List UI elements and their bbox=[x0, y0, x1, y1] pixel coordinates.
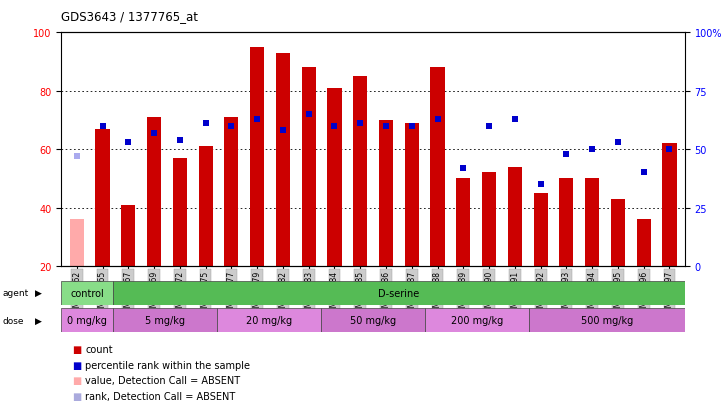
Bar bbox=[404, 123, 419, 266]
Text: 50 mg/kg: 50 mg/kg bbox=[350, 316, 396, 325]
Text: count: count bbox=[85, 344, 112, 354]
Bar bbox=[70, 220, 84, 266]
Bar bbox=[173, 159, 187, 266]
Bar bbox=[327, 88, 342, 266]
Bar bbox=[217, 309, 321, 332]
Text: ▶: ▶ bbox=[35, 316, 42, 325]
Bar bbox=[276, 53, 290, 266]
Bar bbox=[250, 47, 264, 266]
Text: ■: ■ bbox=[72, 391, 81, 401]
Bar bbox=[61, 281, 113, 305]
Bar bbox=[121, 205, 136, 266]
Text: ■: ■ bbox=[72, 344, 81, 354]
Text: 20 mg/kg: 20 mg/kg bbox=[246, 316, 292, 325]
Text: 200 mg/kg: 200 mg/kg bbox=[451, 316, 503, 325]
Bar bbox=[611, 199, 625, 266]
Bar bbox=[456, 179, 470, 266]
Text: control: control bbox=[71, 288, 104, 298]
Bar bbox=[585, 179, 599, 266]
Bar bbox=[95, 129, 110, 266]
Bar bbox=[379, 121, 393, 266]
Bar bbox=[301, 68, 316, 266]
Bar bbox=[198, 147, 213, 266]
Text: 5 mg/kg: 5 mg/kg bbox=[145, 316, 185, 325]
Text: agent: agent bbox=[2, 288, 28, 297]
Bar bbox=[559, 179, 573, 266]
Bar bbox=[353, 77, 367, 266]
Bar bbox=[529, 309, 685, 332]
Text: value, Detection Call = ABSENT: value, Detection Call = ABSENT bbox=[85, 375, 240, 385]
Text: rank, Detection Call = ABSENT: rank, Detection Call = ABSENT bbox=[85, 391, 235, 401]
Bar bbox=[663, 144, 676, 266]
Text: D-serine: D-serine bbox=[379, 288, 420, 298]
Bar bbox=[482, 173, 496, 266]
Text: 0 mg/kg: 0 mg/kg bbox=[67, 316, 107, 325]
Bar bbox=[321, 309, 425, 332]
Bar bbox=[113, 309, 217, 332]
Bar bbox=[637, 220, 651, 266]
Text: ▶: ▶ bbox=[35, 288, 42, 297]
Text: dose: dose bbox=[2, 316, 24, 325]
Bar bbox=[61, 309, 113, 332]
Text: 500 mg/kg: 500 mg/kg bbox=[581, 316, 633, 325]
Bar bbox=[224, 118, 239, 266]
Bar bbox=[430, 68, 445, 266]
Text: ■: ■ bbox=[72, 360, 81, 370]
Text: GDS3643 / 1377765_at: GDS3643 / 1377765_at bbox=[61, 10, 198, 23]
Bar bbox=[508, 167, 522, 266]
Text: percentile rank within the sample: percentile rank within the sample bbox=[85, 360, 250, 370]
Bar bbox=[534, 193, 548, 266]
Bar bbox=[425, 309, 529, 332]
Bar bbox=[147, 118, 162, 266]
Text: ■: ■ bbox=[72, 375, 81, 385]
